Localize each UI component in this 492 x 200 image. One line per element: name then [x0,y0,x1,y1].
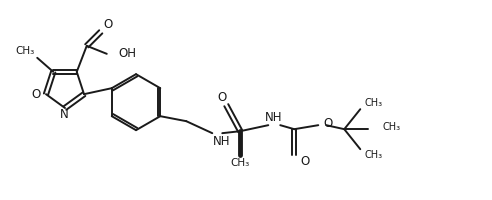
Text: CH₃: CH₃ [15,46,34,56]
Text: O: O [104,18,113,31]
Text: CH₃: CH₃ [231,158,250,168]
Text: NH: NH [265,111,282,124]
Text: O: O [300,155,309,168]
Text: OH: OH [119,47,137,60]
Text: CH₃: CH₃ [364,98,382,108]
Text: CH₃: CH₃ [364,150,382,160]
Text: O: O [31,88,41,101]
Text: CH₃: CH₃ [382,122,400,132]
Text: N: N [60,108,68,120]
Text: NH: NH [213,135,231,148]
Text: O: O [323,117,333,130]
Text: O: O [217,91,227,104]
